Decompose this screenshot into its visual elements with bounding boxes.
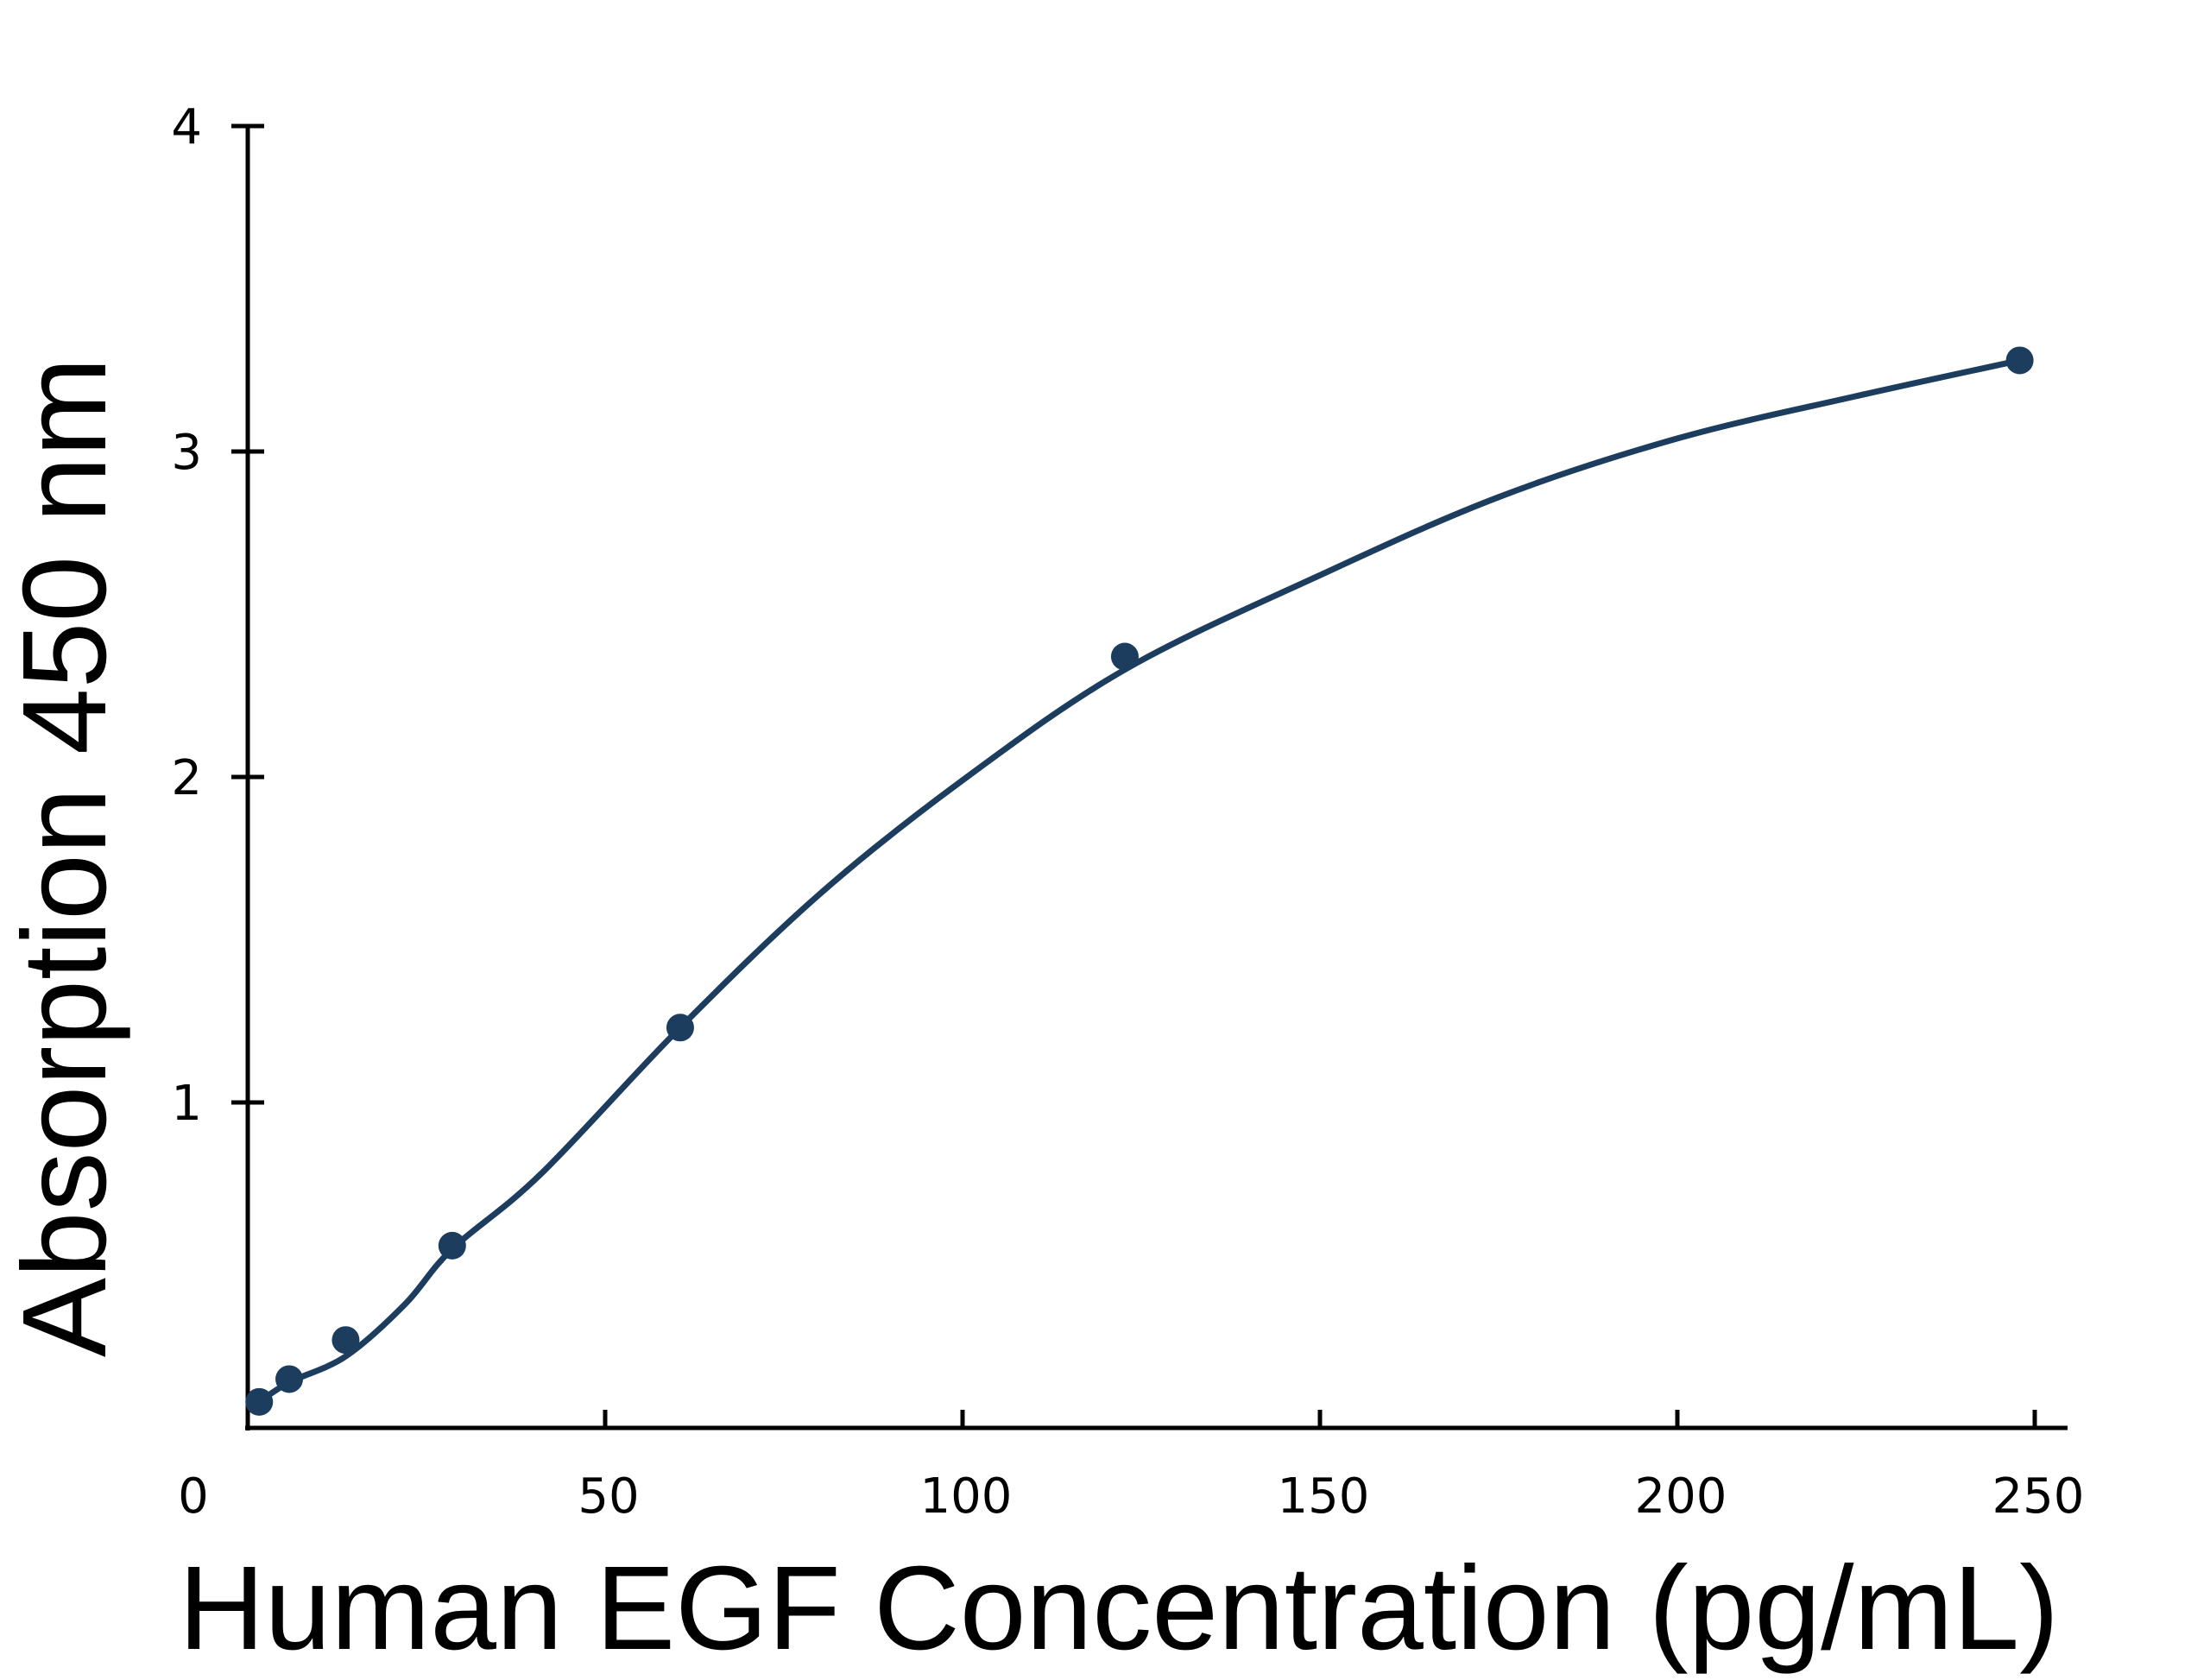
x-tick-label: 100 <box>920 1468 1013 1525</box>
y-tick-label: 4 <box>171 99 202 155</box>
fit-curve-line <box>256 357 2024 1405</box>
x-tick-label: 0 <box>178 1468 209 1525</box>
x-axis-title: Human EGF Concentration (pg/mL) <box>179 1542 2059 1675</box>
y-axis-title: Absorption 450 nm <box>0 357 131 1357</box>
data-point <box>332 1326 360 1355</box>
x-tick-label: 50 <box>578 1468 639 1525</box>
x-tick-label: 250 <box>1992 1468 2085 1525</box>
x-tick-label: 150 <box>1278 1468 1370 1525</box>
data-point <box>2005 346 2034 375</box>
data-point <box>438 1231 466 1260</box>
fit-curve-layer <box>256 357 2024 1405</box>
data-point <box>1110 642 1139 671</box>
ticks: 0 50 100 150 200 250 1 2 3 4 <box>171 99 2084 1525</box>
y-tick-label: 2 <box>171 750 202 806</box>
y-tick-label: 3 <box>171 425 202 481</box>
x-tick-label: 200 <box>1635 1468 1727 1525</box>
data-point <box>666 1014 694 1042</box>
y-tick-label: 1 <box>171 1076 202 1132</box>
data-points <box>245 346 2034 1416</box>
axes <box>245 126 2068 1431</box>
data-point <box>275 1365 304 1393</box>
data-point <box>245 1387 274 1416</box>
